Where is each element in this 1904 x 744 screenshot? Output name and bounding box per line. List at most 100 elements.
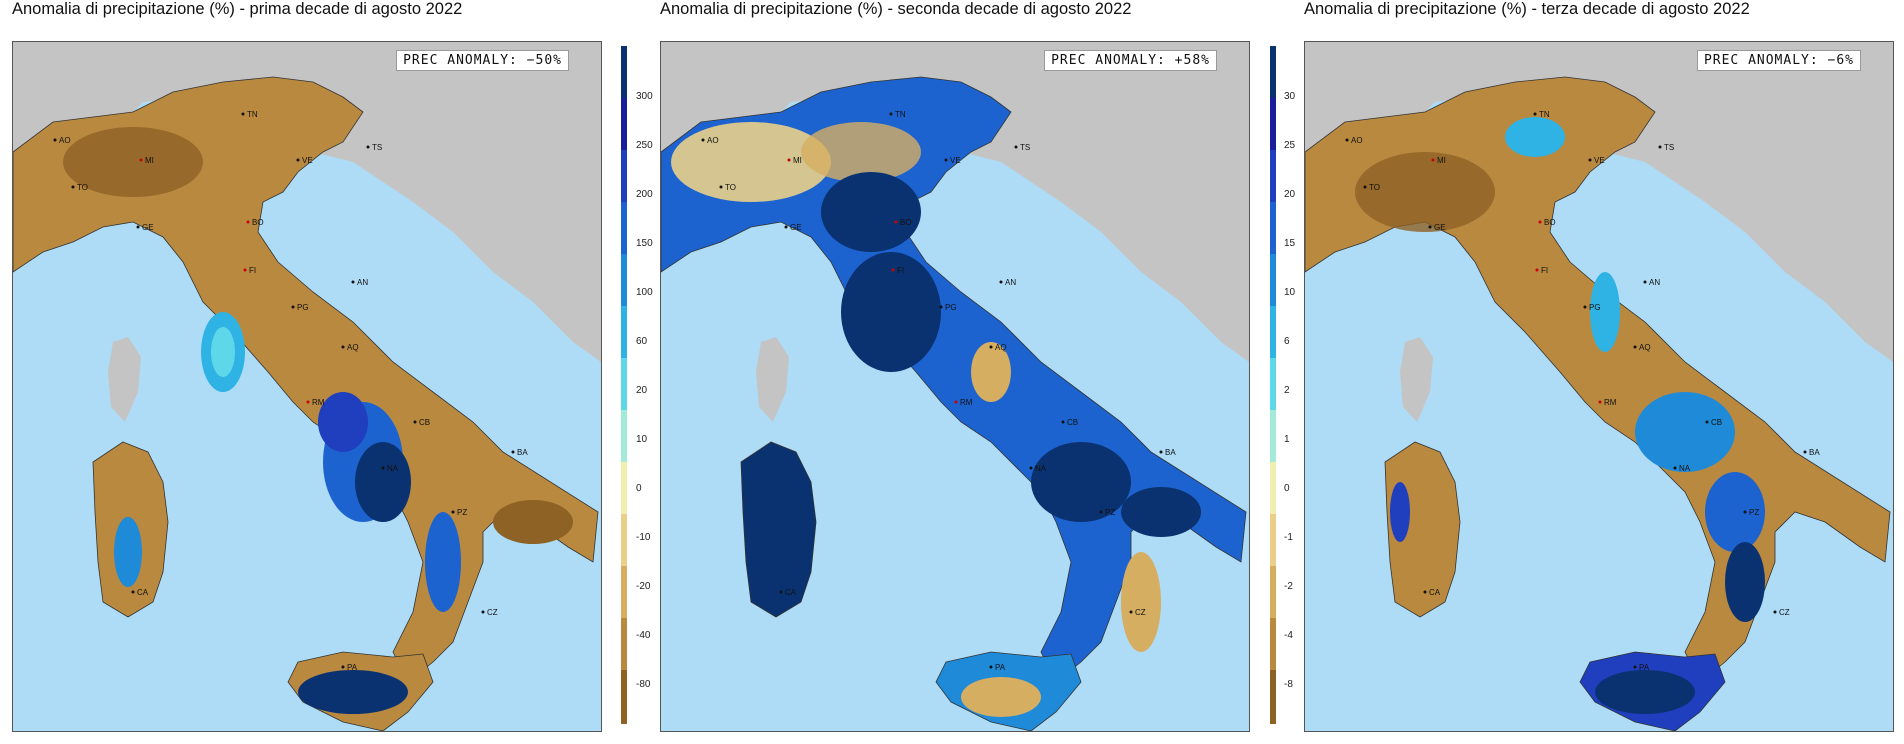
svg-text:TS: TS xyxy=(1020,143,1030,152)
svg-text:CZ: CZ xyxy=(1135,608,1146,617)
svg-text:CA: CA xyxy=(785,588,797,597)
tick: 20 xyxy=(1284,189,1296,200)
panel-first-decade: Anomalia di precipitazione (%) - prima d… xyxy=(12,0,653,744)
svg-text:NA: NA xyxy=(1679,464,1691,473)
tick: 0 xyxy=(636,483,642,494)
colorbar xyxy=(621,46,627,724)
tick: 100 xyxy=(636,287,653,298)
sardinia xyxy=(740,441,817,618)
corsica xyxy=(1400,337,1433,422)
map-graphic: AO MI TN TS VE TO GE BO FI AN PG AQ RM C… xyxy=(661,42,1249,731)
svg-text:VE: VE xyxy=(302,156,313,165)
svg-text:TN: TN xyxy=(1539,110,1550,119)
panel-title: Anomalia di precipitazione (%) - seconda… xyxy=(660,0,1132,18)
svg-text:GE: GE xyxy=(790,223,802,232)
tick: -20 xyxy=(636,581,651,592)
svg-text:PA: PA xyxy=(1639,663,1650,672)
svg-text:PZ: PZ xyxy=(1749,508,1759,517)
svg-text:CZ: CZ xyxy=(487,608,498,617)
svg-text:TO: TO xyxy=(77,183,88,192)
map-graphic: AO MI TN TS VE TO GE BO FI AN PG AQ RM C… xyxy=(13,42,601,731)
map-first-decade: AO MI TN TS VE TO GE BO FI AN PG AQ RM C… xyxy=(12,41,602,732)
svg-text:MI: MI xyxy=(145,156,154,165)
svg-text:TN: TN xyxy=(247,110,258,119)
svg-text:NA: NA xyxy=(1035,464,1047,473)
anomaly-label: PREC ANOMALY: −50% xyxy=(396,50,569,71)
svg-text:TO: TO xyxy=(1369,183,1380,192)
svg-text:AQ: AQ xyxy=(347,343,359,352)
tick: 10 xyxy=(636,434,648,445)
tick: 2 xyxy=(1284,385,1290,396)
svg-text:BA: BA xyxy=(1165,448,1176,457)
foreign-land xyxy=(1305,42,1893,362)
tick: 150 xyxy=(636,238,653,249)
map-second-decade: AO MI TN TS VE TO GE BO FI AN PG AQ RM C… xyxy=(660,41,1250,732)
svg-text:VE: VE xyxy=(1594,156,1605,165)
svg-text:FI: FI xyxy=(1541,266,1548,275)
svg-text:PG: PG xyxy=(297,303,309,312)
tick: 200 xyxy=(636,189,653,200)
corsica xyxy=(756,337,789,422)
tick: -8 xyxy=(1284,679,1293,690)
svg-text:FI: FI xyxy=(249,266,256,275)
svg-text:TO: TO xyxy=(725,183,736,192)
foreign-land xyxy=(661,42,1249,362)
svg-text:RM: RM xyxy=(312,398,325,407)
tick: 20 xyxy=(636,385,648,396)
svg-text:MI: MI xyxy=(1437,156,1446,165)
svg-text:VE: VE xyxy=(950,156,961,165)
svg-text:PA: PA xyxy=(347,663,358,672)
anomaly-label: PREC ANOMALY: +58% xyxy=(1044,50,1217,71)
colorbar-ticks: 300 250 200 150 100 60 20 10 0 -10 -20 -… xyxy=(636,46,656,724)
tick: -40 xyxy=(636,630,651,641)
svg-text:NA: NA xyxy=(387,464,399,473)
svg-text:TS: TS xyxy=(1664,143,1674,152)
tick: -4 xyxy=(1284,630,1293,641)
corsica xyxy=(108,337,141,422)
panel-second-decade: Anomalia di precipitazione (%) - seconda… xyxy=(660,0,1300,744)
svg-text:BO: BO xyxy=(900,218,912,227)
tick: -80 xyxy=(636,679,651,690)
svg-text:AQ: AQ xyxy=(995,343,1007,352)
map-graphic: AO MI TN TS VE TO GE BO FI AN PG AQ RM C… xyxy=(1305,42,1893,731)
svg-text:AO: AO xyxy=(59,136,71,145)
tick: 6 xyxy=(1284,336,1290,347)
tick: 30 xyxy=(1284,91,1296,102)
svg-text:AO: AO xyxy=(707,136,719,145)
svg-text:CA: CA xyxy=(137,588,149,597)
tick: 10 xyxy=(1284,287,1296,298)
tick: -1 xyxy=(1284,532,1293,543)
svg-text:CA: CA xyxy=(1429,588,1441,597)
svg-text:PG: PG xyxy=(945,303,957,312)
svg-text:GE: GE xyxy=(1434,223,1446,232)
svg-text:AN: AN xyxy=(357,278,368,287)
svg-text:TS: TS xyxy=(372,143,382,152)
tick: 25 xyxy=(1284,140,1296,151)
svg-text:BO: BO xyxy=(252,218,264,227)
colorbar xyxy=(1270,46,1276,724)
tick: 15 xyxy=(1284,238,1296,249)
tick: 0 xyxy=(1284,483,1290,494)
svg-text:RM: RM xyxy=(1604,398,1617,407)
panel-title: Anomalia di precipitazione (%) - terza d… xyxy=(1304,0,1750,18)
svg-text:CB: CB xyxy=(1067,418,1078,427)
svg-text:RM: RM xyxy=(960,398,973,407)
svg-text:AN: AN xyxy=(1649,278,1660,287)
svg-text:GE: GE xyxy=(142,223,154,232)
svg-text:CZ: CZ xyxy=(1779,608,1790,617)
svg-text:TN: TN xyxy=(895,110,906,119)
foreign-land xyxy=(13,42,601,362)
svg-text:PA: PA xyxy=(995,663,1006,672)
svg-text:MI: MI xyxy=(793,156,802,165)
tick: 300 xyxy=(636,91,653,102)
svg-text:CB: CB xyxy=(419,418,430,427)
svg-text:AO: AO xyxy=(1351,136,1363,145)
tick: -2 xyxy=(1284,581,1293,592)
svg-text:PG: PG xyxy=(1589,303,1601,312)
svg-text:FI: FI xyxy=(897,266,904,275)
panel-third-decade: 30 25 20 15 10 6 2 1 0 -1 -2 -4 -8 Anoma… xyxy=(1270,0,1904,744)
anomaly-label: PREC ANOMALY: −6% xyxy=(1696,50,1861,71)
svg-text:PZ: PZ xyxy=(457,508,467,517)
tick: 1 xyxy=(1284,434,1290,445)
tick: 250 xyxy=(636,140,653,151)
